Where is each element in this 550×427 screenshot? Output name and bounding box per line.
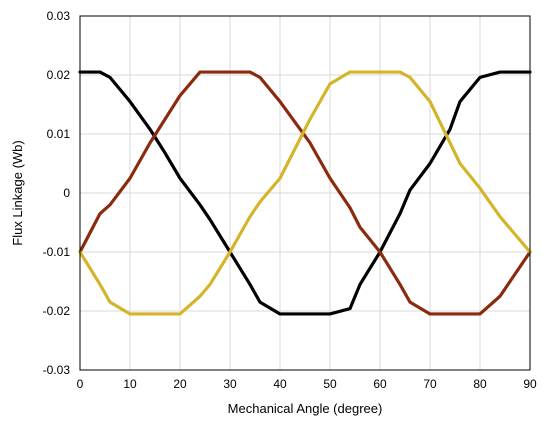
plot-frame: [79, 15, 531, 371]
x-tick-label: 30: [223, 377, 237, 391]
x-tick-label: 80: [473, 377, 487, 391]
x-tick-label: 60: [373, 377, 387, 391]
series-line-2: [78, 70, 532, 316]
x-axis-label: Mechanical Angle (degree): [228, 401, 383, 416]
y-tick-label: 0: [63, 186, 70, 200]
x-tick-label: 10: [123, 377, 137, 391]
y-tick-label: 0.03: [47, 9, 71, 23]
x-tick-label: 90: [523, 377, 537, 391]
x-tick-label: 0: [77, 377, 84, 391]
y-tick-label: -0.02: [43, 304, 71, 318]
x-tick-label: 50: [323, 377, 337, 391]
y-tick-label: -0.01: [43, 245, 71, 259]
series-line-3: [78, 70, 532, 316]
series-lines: [78, 70, 532, 316]
x-tick-labels: 0 10 20 30 40 50 60 70 80 90: [77, 377, 537, 391]
y-axis-label: Flux Linkage (Wb): [10, 140, 25, 245]
y-tick-label: 0.01: [47, 127, 71, 141]
x-tick-label: 40: [273, 377, 287, 391]
y-tick-label: 0.02: [47, 68, 71, 82]
y-tick-label: -0.03: [43, 363, 71, 377]
x-tick-label: 20: [173, 377, 187, 391]
x-tick-label: 70: [423, 377, 437, 391]
grid-lines: [79, 15, 531, 371]
y-tick-labels: 0.03 0.02 0.01 0 -0.01 -0.02 -0.03: [43, 9, 71, 377]
